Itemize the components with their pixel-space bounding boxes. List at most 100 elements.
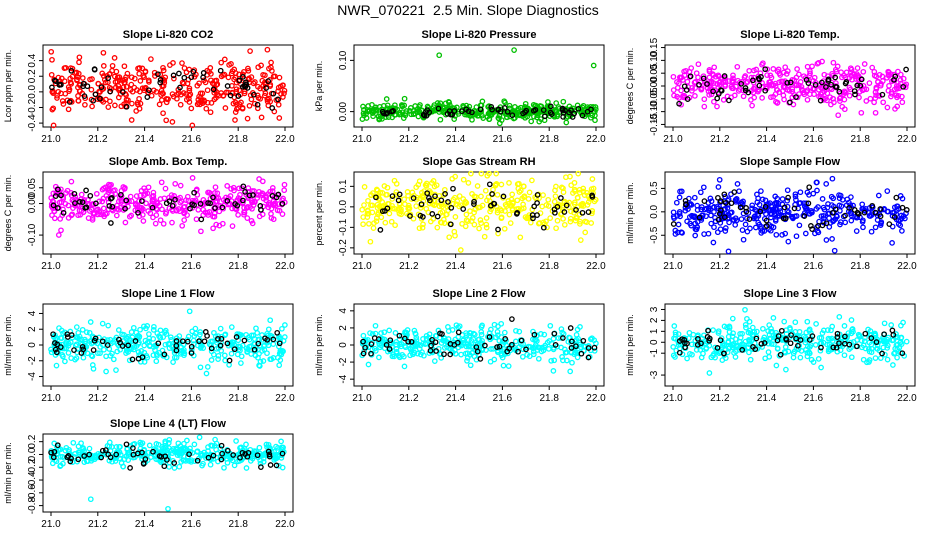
data-point (162, 74, 169, 81)
data-point (142, 191, 149, 197)
data-point (158, 97, 165, 103)
data-point (574, 354, 581, 361)
data-point (268, 64, 274, 71)
data-point (402, 110, 409, 116)
data-point (477, 217, 484, 223)
data-point (251, 100, 258, 107)
data-point (78, 191, 85, 198)
data-point (140, 218, 147, 224)
data-point (706, 68, 713, 75)
data-point (366, 220, 372, 227)
data-point (485, 104, 491, 110)
data-point (183, 91, 190, 97)
data-point (76, 59, 82, 66)
data-point (60, 206, 66, 213)
data-point (216, 208, 223, 215)
plot-title: Slope Amb. Box Temp. (109, 156, 228, 168)
data-point (207, 200, 213, 207)
data-point (231, 187, 237, 194)
data-point (382, 219, 389, 226)
data-point (782, 215, 789, 222)
data-point (825, 78, 832, 84)
y-tick-label: 0.5 (649, 181, 660, 195)
x-tick-label: 21.2 (710, 393, 730, 404)
data-point (559, 105, 566, 112)
data-point (232, 201, 239, 207)
y-tick-label: 0.05 (27, 178, 38, 198)
data-point (786, 88, 793, 94)
data-point (114, 206, 121, 212)
data-point (762, 66, 769, 73)
data-point (227, 92, 234, 99)
data-point (900, 83, 907, 90)
data-point (529, 212, 536, 218)
x-tick-label: 21.6 (182, 393, 202, 404)
data-point (748, 97, 754, 103)
data-point (530, 215, 536, 222)
data-point (871, 99, 877, 106)
data-point (480, 115, 487, 121)
data-point (80, 209, 87, 216)
data-point (137, 192, 144, 199)
data-point (213, 77, 220, 84)
data-point (860, 224, 866, 231)
data-point (105, 75, 111, 82)
data-point (815, 229, 822, 236)
y-tick-label: 2 (338, 325, 349, 331)
data-point (360, 332, 367, 339)
data-point (710, 72, 717, 79)
series-flagged (670, 184, 910, 232)
data-point (501, 105, 508, 111)
data-point (759, 228, 766, 234)
data-point (708, 220, 715, 227)
data-point (519, 353, 526, 360)
data-point (858, 76, 865, 83)
data-point (115, 94, 122, 101)
data-point (265, 78, 272, 84)
data-point (478, 193, 484, 200)
data-point (54, 205, 61, 211)
data-point (775, 66, 782, 73)
data-point (735, 77, 741, 84)
data-point (246, 102, 253, 109)
data-point (567, 215, 574, 222)
data-point (783, 366, 789, 373)
data-point (540, 224, 547, 231)
y-tick-label: 4 (27, 310, 38, 316)
data-point (386, 327, 393, 334)
data-point (401, 102, 408, 109)
data-point (759, 95, 765, 101)
y-tick-label: -0.10 (27, 223, 38, 246)
data-point (160, 220, 167, 227)
data-point (217, 67, 224, 74)
data-point (204, 209, 211, 216)
data-point (238, 353, 245, 360)
data-point (107, 88, 113, 95)
data-point (100, 99, 107, 105)
data-point (711, 64, 718, 71)
data-point (763, 217, 770, 224)
plot-title: Slope Line 2 Flow (433, 288, 526, 300)
data-point (846, 205, 852, 211)
data-point (574, 195, 581, 201)
data-point (196, 434, 203, 441)
data-point (522, 100, 529, 107)
data-point (228, 70, 235, 77)
data-point (254, 101, 261, 108)
data-point (879, 91, 886, 98)
data-point (696, 81, 702, 88)
data-point (764, 72, 770, 78)
data-point (842, 212, 848, 219)
data-point (694, 207, 701, 213)
data-point (264, 98, 271, 105)
data-point (899, 99, 906, 106)
data-point (722, 225, 729, 231)
data-point (270, 202, 277, 209)
data-point (872, 224, 879, 231)
data-point (92, 91, 99, 98)
data-point (434, 213, 441, 220)
y-tick-label: -4 (338, 374, 349, 383)
data-point (671, 215, 677, 222)
data-point (430, 215, 437, 222)
data-point (460, 206, 467, 212)
